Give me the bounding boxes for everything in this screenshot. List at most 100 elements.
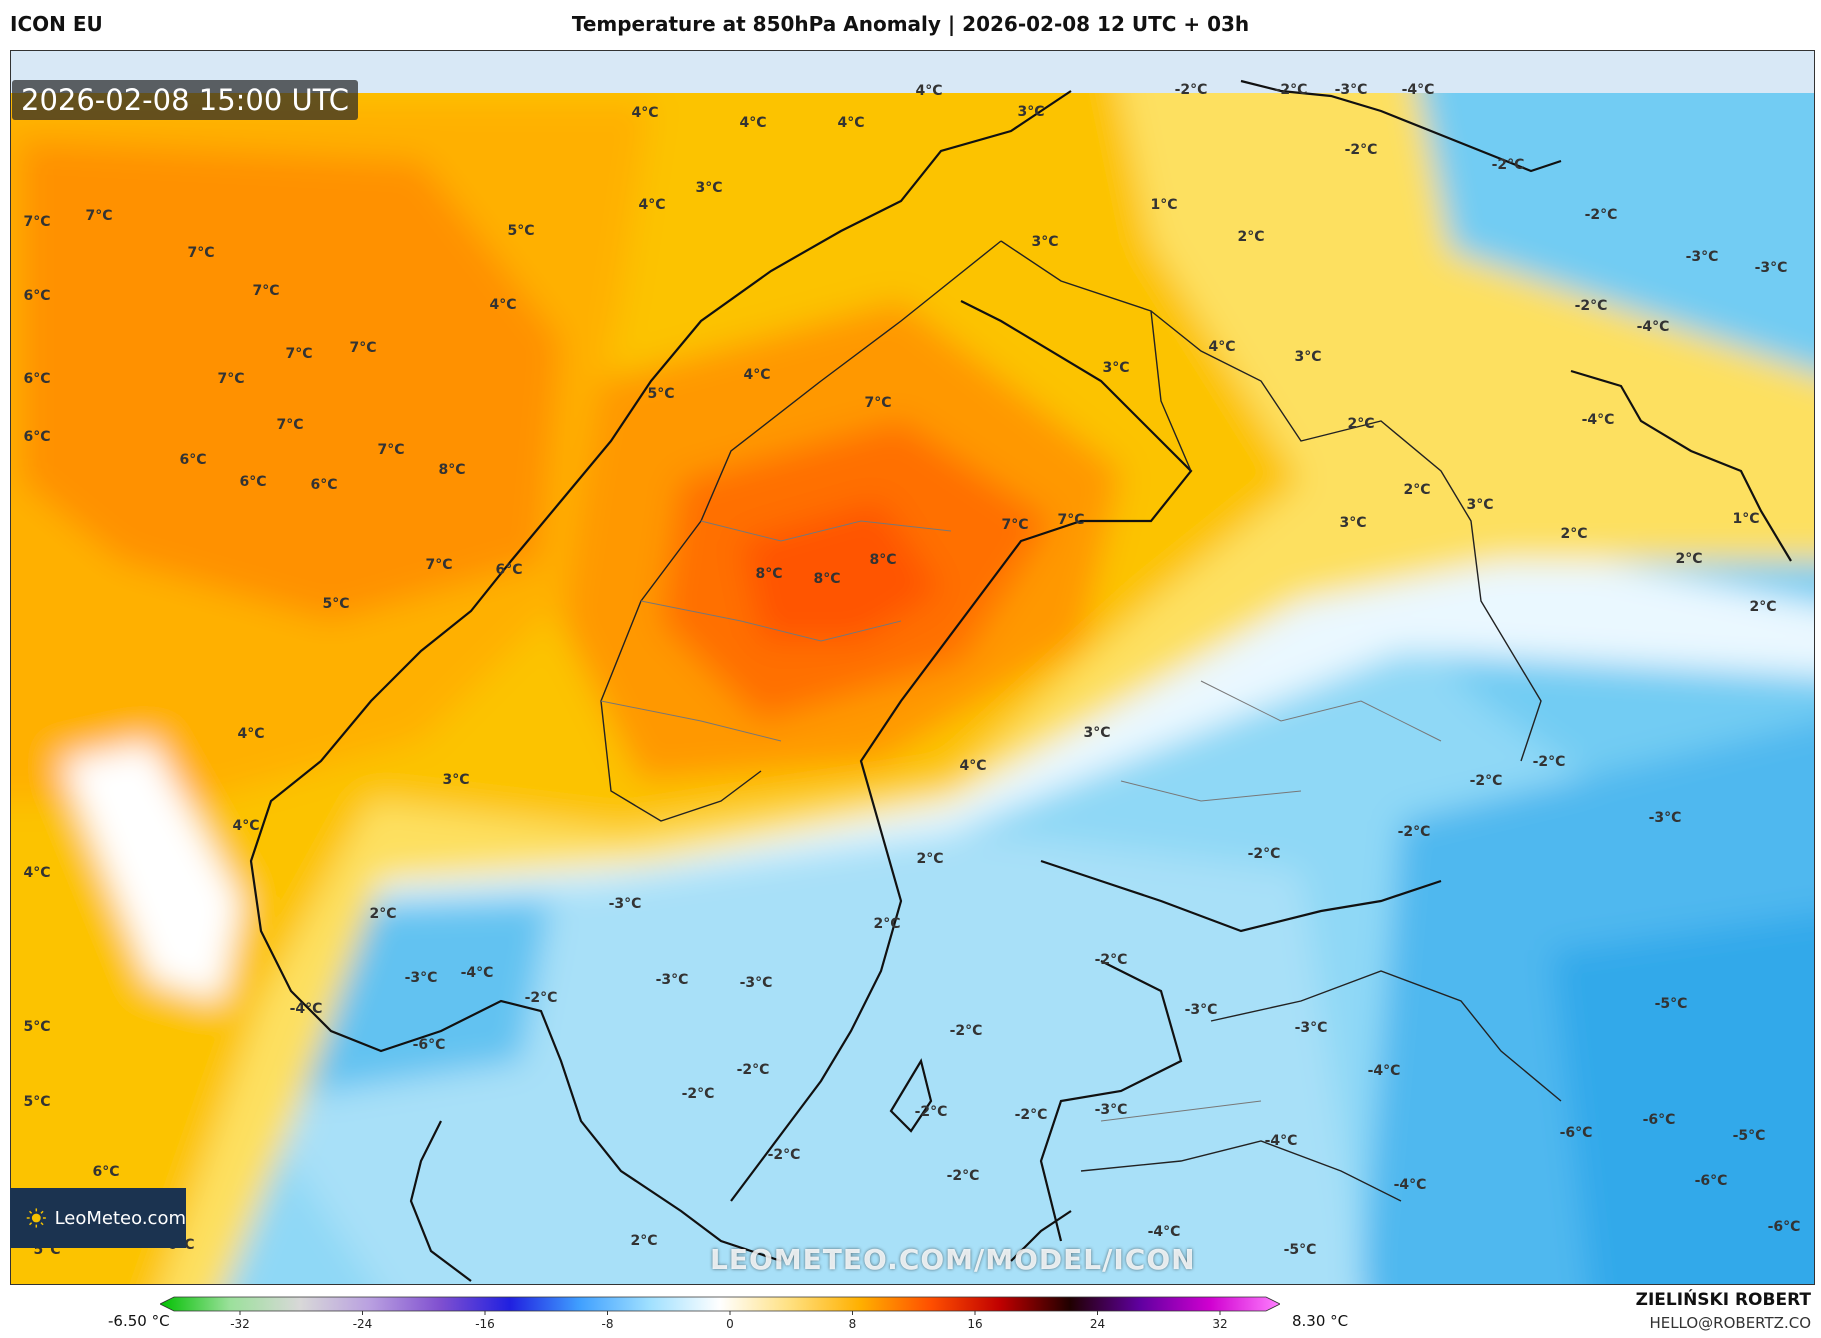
temperature-anomaly-map[interactable]: 7°C 7°C 7°C 7°C 6°C 7°C 7°C 6°C 7°C 6°C 7°C 7°C 6°C 6… (11, 51, 1814, 1284)
temperature-label: 7°C (377, 442, 404, 458)
temperature-label: -2°C (1248, 846, 1281, 862)
temperature-label: 5°C (507, 223, 534, 239)
temperature-label: -3°C (1755, 260, 1788, 276)
temperature-label: -4°C (1148, 1224, 1181, 1240)
temperature-label: -2°C (1470, 773, 1503, 789)
sun-icon (26, 1208, 46, 1228)
regional-borders (600, 520, 1442, 1122)
colorbar-gradient (160, 1296, 1280, 1312)
temperature-label: 3°C (1339, 515, 1366, 531)
temperature-label: 6°C (23, 429, 50, 445)
temperature-label: 2°C (1403, 482, 1430, 498)
temperature-label: 4°C (232, 818, 259, 834)
temperature-label: -6°C (1643, 1112, 1676, 1128)
temperature-label: 3°C (442, 772, 469, 788)
temperature-label: 4°C (739, 115, 766, 131)
temperature-label: 2°C (630, 1233, 657, 1249)
temperature-label: 4°C (237, 726, 264, 742)
temperature-label: -2°C (1398, 824, 1431, 840)
colorbar-tick-label: -8 (602, 1317, 614, 1331)
temperature-label: 6°C (92, 1164, 119, 1180)
temperature-label: 3°C (1031, 234, 1058, 250)
colorbar-tick-label: -16 (475, 1317, 495, 1331)
temperature-label: 3°C (1102, 360, 1129, 376)
temperature-label: 5°C (647, 386, 674, 402)
temperature-label: 8°C (438, 462, 465, 478)
colorbar-tick-label: 8 (849, 1317, 857, 1331)
temperature-label: 5°C (23, 1094, 50, 1110)
temperature-label: -2°C (1575, 298, 1608, 314)
temperature-label: 7°C (187, 245, 214, 261)
temperature-label: 1°C (1732, 511, 1759, 527)
temperature-label: 4°C (743, 367, 770, 383)
temperature-label: 2°C (873, 916, 900, 932)
temperature-label: 7°C (23, 214, 50, 230)
country-borders (600, 240, 1562, 1202)
temperature-label: -3°C (1185, 1002, 1218, 1018)
temperature-label: -2°C (915, 1104, 948, 1120)
leometeo-logo[interactable]: LeoMeteo.com (10, 1188, 186, 1248)
temperature-label: -2°C (737, 1062, 770, 1078)
temperature-label: -2°C (1345, 142, 1378, 158)
temperature-label: 3°C (1083, 725, 1110, 741)
temperature-label: 4°C (638, 197, 665, 213)
temperature-label: -4°C (1394, 1177, 1427, 1193)
temperature-label: 2°C (916, 851, 943, 867)
temperature-label: -4°C (1368, 1063, 1401, 1079)
temperature-label: -5°C (1733, 1128, 1766, 1144)
colorbar-tick-label: -24 (353, 1317, 373, 1331)
temperature-label: -4°C (461, 965, 494, 981)
temperature-label: -3°C (1335, 82, 1368, 98)
temperature-label: 6°C (310, 477, 337, 493)
colorbar-tick-label: 32 (1212, 1317, 1227, 1331)
temperature-label: -2°C (1492, 157, 1525, 173)
temperature-label: -4°C (1582, 412, 1615, 428)
temperature-label: 4°C (489, 297, 516, 313)
valid-time-badge: 2026-02-08 15:00 UTC (12, 80, 359, 120)
temperature-label: 6°C (239, 474, 266, 490)
temperature-label: -4°C (1402, 82, 1435, 98)
author-email: HELLO@ROBERTZ.CO (1649, 1314, 1811, 1332)
temperature-label: -3°C (1295, 1020, 1328, 1036)
temperature-label: 7°C (425, 557, 452, 573)
temperature-label: 8°C (755, 566, 782, 582)
temperature-label: 8°C (869, 552, 896, 568)
temperature-label: 6°C (495, 562, 522, 578)
temperature-label: 7°C (349, 340, 376, 356)
temperature-label: 2°C (1675, 551, 1702, 567)
temperature-label: 4°C (1208, 339, 1235, 355)
temperature-label: -6°C (1695, 1173, 1728, 1189)
temperature-label: 1°C (1150, 197, 1177, 213)
temperature-label: 4°C (959, 758, 986, 774)
temperature-label: 7°C (1001, 517, 1028, 533)
map-frame[interactable]: 7°C 7°C 7°C 7°C 6°C 7°C 7°C 6°C 7°C 6°C 7°C 7°C 6°C 6… (10, 50, 1815, 1285)
temperature-label: 6°C (179, 452, 206, 468)
model-name: ICON EU (10, 12, 103, 36)
temperature-label: 5°C (23, 1019, 50, 1035)
temperature-label: -6°C (413, 1037, 446, 1053)
colorbar-tick-label: 16 (967, 1317, 982, 1331)
temperature-label: 7°C (1057, 512, 1084, 528)
temperature-label: 7°C (252, 283, 279, 299)
temperature-label: -2°C (682, 1086, 715, 1102)
temperature-label: 3°C (695, 180, 722, 196)
temperature-label: -4°C (1637, 319, 1670, 335)
temperature-label: -2°C (525, 990, 558, 1006)
temperature-label: 3°C (1466, 497, 1493, 513)
temperature-label: -3°C (1649, 810, 1682, 826)
temperature-label: -4°C (1265, 1133, 1298, 1149)
temperature-label: -2°C (1095, 952, 1128, 968)
coastlines (249, 79, 1792, 1282)
watermark-url: LEOMETEO.COM/MODEL/ICON (710, 1243, 1196, 1276)
temperature-label: 4°C (631, 105, 658, 121)
temperature-label: 6°C (23, 288, 50, 304)
temperature-label: 2°C (1347, 416, 1374, 432)
temperature-label: 7°C (864, 395, 891, 411)
temperature-label: 5°C (322, 596, 349, 612)
temperature-label: 4°C (23, 865, 50, 881)
colorbar-tick-label: 24 (1090, 1317, 1105, 1331)
temperature-label: -2°C (1533, 754, 1566, 770)
colorbar-min-label: -6.50 °C (108, 1312, 170, 1330)
temperature-label: -3°C (740, 975, 773, 991)
author-name: ZIELIŃSKI ROBERT (1635, 1290, 1811, 1310)
